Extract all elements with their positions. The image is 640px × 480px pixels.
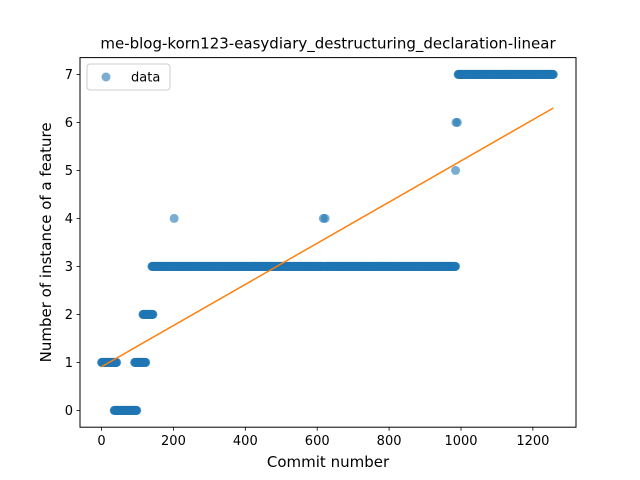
- data-point: [320, 213, 330, 223]
- y-tick-label: 3: [65, 260, 73, 275]
- data-point: [132, 405, 142, 415]
- data-point: [451, 165, 461, 175]
- chart-title: me-blog-korn123-easydiary_destructuring_…: [100, 35, 556, 54]
- y-tick-label: 7: [65, 68, 73, 83]
- y-tick-label: 6: [65, 116, 73, 131]
- data-point: [169, 213, 179, 223]
- x-tick-label: 400: [233, 434, 258, 449]
- y-tick-label: 0: [65, 404, 73, 419]
- data-marks: [97, 69, 558, 415]
- x-tick-label: 0: [97, 434, 105, 449]
- y-tick-label: 2: [65, 308, 73, 323]
- legend: data: [86, 63, 171, 91]
- data-point: [148, 309, 158, 319]
- legend-label-data: data: [131, 71, 160, 86]
- y-tick-label: 5: [65, 164, 73, 179]
- plot-area: [97, 69, 558, 415]
- y-axis-ticks: 0 1 2 3 4 5 6 7: [65, 68, 80, 419]
- y-tick-label: 4: [65, 212, 73, 227]
- x-axis-label: Commit number: [267, 453, 390, 471]
- x-tick-label: 800: [377, 434, 402, 449]
- data-point: [451, 261, 461, 271]
- x-tick-label: 1000: [444, 434, 477, 449]
- data-point: [141, 357, 151, 367]
- legend-marker: [101, 72, 111, 82]
- data-point: [548, 69, 558, 79]
- x-tick-label: 200: [161, 434, 186, 449]
- legend-box: [86, 63, 171, 91]
- x-tick-label: 1200: [516, 434, 549, 449]
- axes-frame: [79, 57, 577, 428]
- data-point: [452, 117, 462, 127]
- x-axis-ticks: 0 200 400 600 800 1000 1200: [97, 427, 549, 449]
- x-tick-label: 600: [305, 434, 330, 449]
- fit-line-layer: [101, 107, 554, 368]
- fit-line: [101, 107, 554, 368]
- y-tick-label: 1: [65, 356, 73, 371]
- y-axis-label: Number of instance of a feature: [37, 122, 55, 362]
